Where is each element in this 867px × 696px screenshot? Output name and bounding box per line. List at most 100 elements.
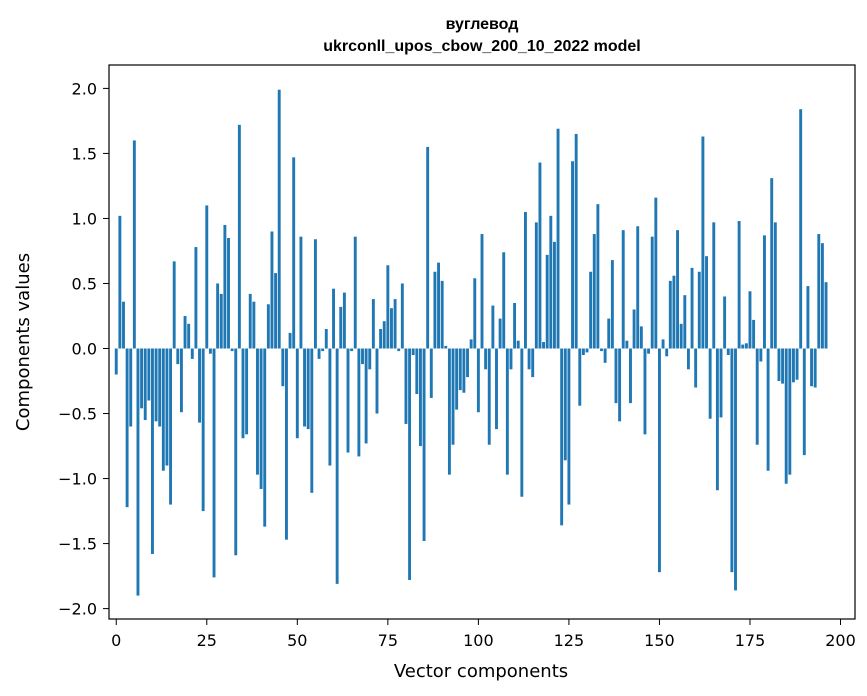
- y-tick-label: −0.5: [58, 405, 97, 424]
- bar: [538, 162, 542, 349]
- bar: [368, 348, 372, 370]
- bar: [516, 340, 520, 349]
- bar: [154, 348, 158, 422]
- bar: [621, 230, 625, 349]
- bar: [361, 348, 364, 365]
- bar: [531, 348, 535, 378]
- bar: [462, 348, 466, 393]
- x-axis-ticks: 0 25 50 75 100 125 150 175 200: [111, 619, 856, 650]
- bar: [183, 315, 187, 349]
- bar: [686, 348, 690, 370]
- bar: [404, 348, 408, 424]
- plot-frame: [108, 64, 856, 620]
- bar: [371, 299, 375, 349]
- bar: [476, 348, 480, 413]
- bar: [426, 146, 430, 349]
- bar: [639, 326, 643, 349]
- bar: [299, 236, 303, 349]
- bar: [469, 339, 473, 349]
- y-tick-label: −1.5: [58, 535, 97, 554]
- y-tick-label: 1.0: [72, 209, 97, 228]
- bar: [672, 275, 676, 349]
- bar: [723, 296, 727, 349]
- bar: [208, 348, 212, 354]
- bar: [556, 128, 560, 349]
- bar: [752, 319, 756, 349]
- bar: [806, 286, 810, 349]
- bar: [335, 348, 339, 584]
- bar: [784, 348, 788, 484]
- bar: [216, 283, 220, 349]
- bar: [324, 329, 328, 349]
- bar: [132, 140, 136, 349]
- y-tick-label: 2.0: [72, 79, 97, 98]
- bar: [661, 339, 665, 349]
- bar: [390, 308, 393, 349]
- bar: [364, 348, 368, 444]
- bar: [730, 348, 734, 573]
- bar: [397, 348, 401, 352]
- bar: [266, 304, 270, 349]
- bar: [451, 348, 455, 445]
- bar: [603, 348, 607, 363]
- bar: [292, 157, 296, 349]
- bar: [125, 348, 129, 508]
- bar: [542, 342, 546, 349]
- y-tick-label: −1.0: [58, 470, 97, 489]
- bar: [379, 329, 383, 349]
- chart-title-line1: вуглевод: [446, 16, 519, 33]
- bar: [400, 283, 404, 349]
- x-tick-label: 50: [287, 631, 307, 650]
- bar: [444, 345, 448, 349]
- bar: [353, 236, 357, 349]
- bar: [802, 348, 806, 456]
- bar: [654, 197, 658, 349]
- bar: [618, 348, 622, 422]
- x-axis-label: Vector components: [394, 661, 568, 682]
- bar: [306, 348, 310, 430]
- bar: [230, 348, 234, 352]
- x-tick-label: 125: [554, 631, 585, 650]
- bar: [683, 295, 687, 349]
- x-tick-label: 175: [735, 631, 766, 650]
- bar: [505, 348, 509, 475]
- bar: [647, 348, 651, 354]
- bar: [600, 348, 603, 352]
- bar: [715, 348, 719, 491]
- bar: [719, 348, 723, 418]
- bar: [147, 348, 151, 401]
- x-tick-label: 100: [463, 631, 494, 650]
- bar: [705, 256, 708, 349]
- bar: [581, 348, 585, 355]
- bar: [245, 348, 249, 435]
- bar: [158, 348, 162, 427]
- bar: [237, 124, 241, 349]
- bar: [455, 348, 459, 410]
- bar: [498, 318, 502, 349]
- bar: [658, 348, 661, 573]
- bar: [763, 235, 766, 349]
- bar: [607, 318, 611, 349]
- bar: [480, 234, 484, 349]
- bar: [408, 348, 412, 580]
- bar: [484, 348, 488, 370]
- bar: [799, 109, 803, 349]
- bar: [466, 348, 469, 378]
- bar: [295, 348, 299, 439]
- bar: [473, 278, 477, 349]
- bar: [574, 133, 578, 349]
- bar: [694, 348, 698, 388]
- bar: [205, 205, 209, 349]
- bar: [447, 348, 451, 475]
- bar: [114, 348, 118, 375]
- bar: [491, 305, 495, 349]
- bar: [411, 348, 415, 355]
- bar: [527, 348, 531, 370]
- bar: [303, 348, 306, 427]
- bar: [346, 348, 350, 453]
- bar: [813, 348, 817, 388]
- bar: [571, 161, 574, 349]
- bar: [176, 348, 180, 365]
- bar: [277, 89, 281, 349]
- y-tick-label: 1.5: [72, 144, 97, 163]
